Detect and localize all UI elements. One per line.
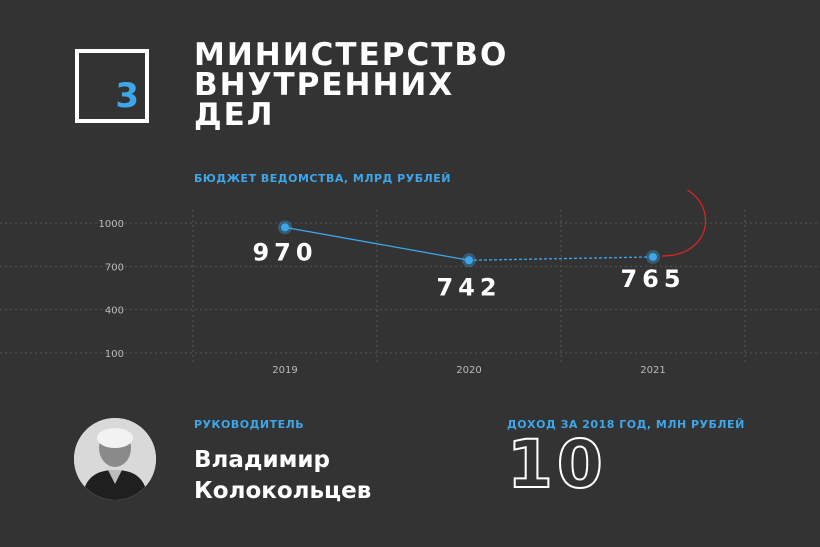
head-name-first: Владимир	[194, 447, 330, 473]
data-point	[465, 256, 473, 265]
person-photo-icon	[74, 418, 156, 500]
series-line-projected	[468, 256, 654, 261]
title-line: внутренних	[194, 67, 455, 103]
head-name-last: Колокольцев	[194, 478, 372, 504]
y-tick-label: 100	[105, 349, 124, 360]
data-label: 970	[252, 238, 317, 266]
page-title: Министерство внутренних дел	[194, 37, 509, 133]
data-point	[281, 223, 289, 232]
y-tick-label: 1000	[99, 219, 124, 230]
head-label: РУКОВОДИТЕЛЬ	[194, 418, 305, 431]
x-tick-label: 2019	[272, 365, 297, 376]
title-line: Министерство	[194, 37, 509, 73]
data-label: 742	[436, 273, 501, 301]
income-value: 10	[506, 426, 607, 503]
change-arc	[661, 190, 707, 257]
rank-number: 3	[115, 76, 139, 116]
chart-label: БЮДЖЕТ ВЕДОМСТВА, МЛРД РУБЛЕЙ	[194, 172, 451, 185]
title-line: дел	[194, 97, 275, 133]
avatar	[74, 418, 156, 500]
head-name: Владимир Колокольцев	[194, 445, 371, 507]
y-tick-label: 700	[105, 262, 124, 273]
y-tick-label: 400	[105, 306, 124, 317]
x-tick-label: 2020	[456, 365, 481, 376]
series-line	[284, 226, 470, 261]
budget-chart: 1000700400100-21.07%97020197422020765202…	[0, 190, 820, 376]
income-label: ДОХОД ЗА 2018 ГОД, МЛН РУБЛЕЙ	[507, 418, 745, 431]
data-label: 765	[620, 265, 685, 293]
rank-box: 3	[75, 49, 149, 123]
data-point	[649, 252, 657, 261]
x-tick-label: 2021	[640, 365, 665, 376]
